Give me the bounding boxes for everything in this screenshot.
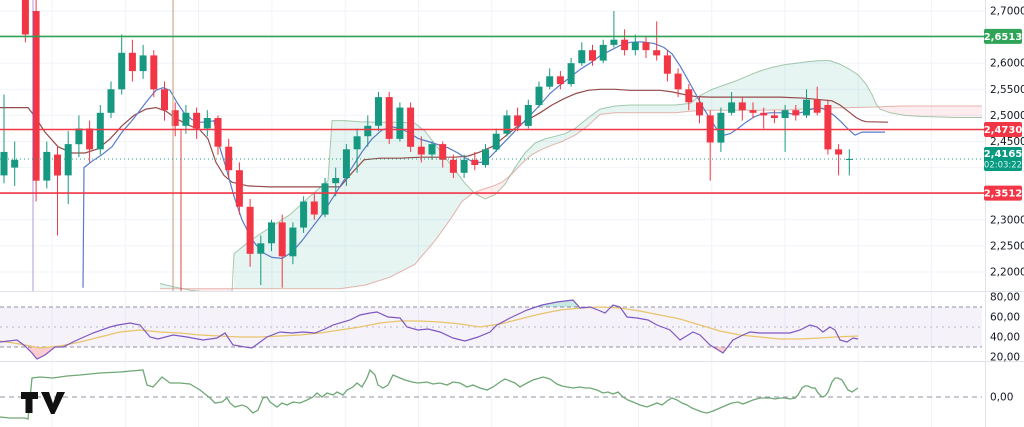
rsi-tick-label: 80,00 — [990, 292, 1020, 304]
price-axis[interactable]: 2,7000 2,6000 2,5500 2,5000 2,4500 2,3000 2,25… — [990, 6, 1024, 404]
price-tick-label: 2,2500 — [990, 240, 1024, 252]
price-tick-label: 2,7000 — [990, 6, 1024, 18]
countdown-timer: 02:03:22 — [984, 161, 1022, 171]
svg-text:2,4165: 2,4165 — [984, 149, 1023, 160]
rsi-tick-label: 20,00 — [990, 352, 1020, 364]
tradingview-logo-icon[interactable] — [21, 392, 65, 414]
level-price-badge: 2,6513 — [984, 28, 1023, 44]
oscillator-tick-label: 0,00 — [990, 392, 1013, 404]
price-tick-label: 2,5000 — [990, 110, 1024, 122]
candles — [0, 0, 853, 288]
rsi-tick-label: 60,00 — [990, 312, 1020, 324]
price-tick-label: 2,5500 — [990, 84, 1024, 96]
oscillator-line — [0, 368, 859, 420]
price-tick-label: 2,4500 — [990, 136, 1024, 148]
oscillator-panel — [0, 368, 982, 420]
level-price-badge: 2,4730 — [984, 122, 1023, 137]
price-tick-label: 2,2000 — [990, 267, 1024, 279]
rsi-panel — [0, 299, 982, 360]
rsi-line — [0, 299, 859, 360]
price-tick-label: 2,3000 — [990, 214, 1024, 226]
level-price-badge: 2,3512 — [984, 185, 1023, 201]
svg-text:2,3512: 2,3512 — [984, 189, 1023, 200]
svg-text:2,4730: 2,4730 — [984, 125, 1023, 136]
rsi-tick-label: 40,00 — [990, 332, 1020, 344]
rsi-ma-line — [0, 306, 859, 349]
price-tick-label: 2,6000 — [990, 58, 1024, 70]
svg-text:2,6513: 2,6513 — [984, 32, 1023, 43]
